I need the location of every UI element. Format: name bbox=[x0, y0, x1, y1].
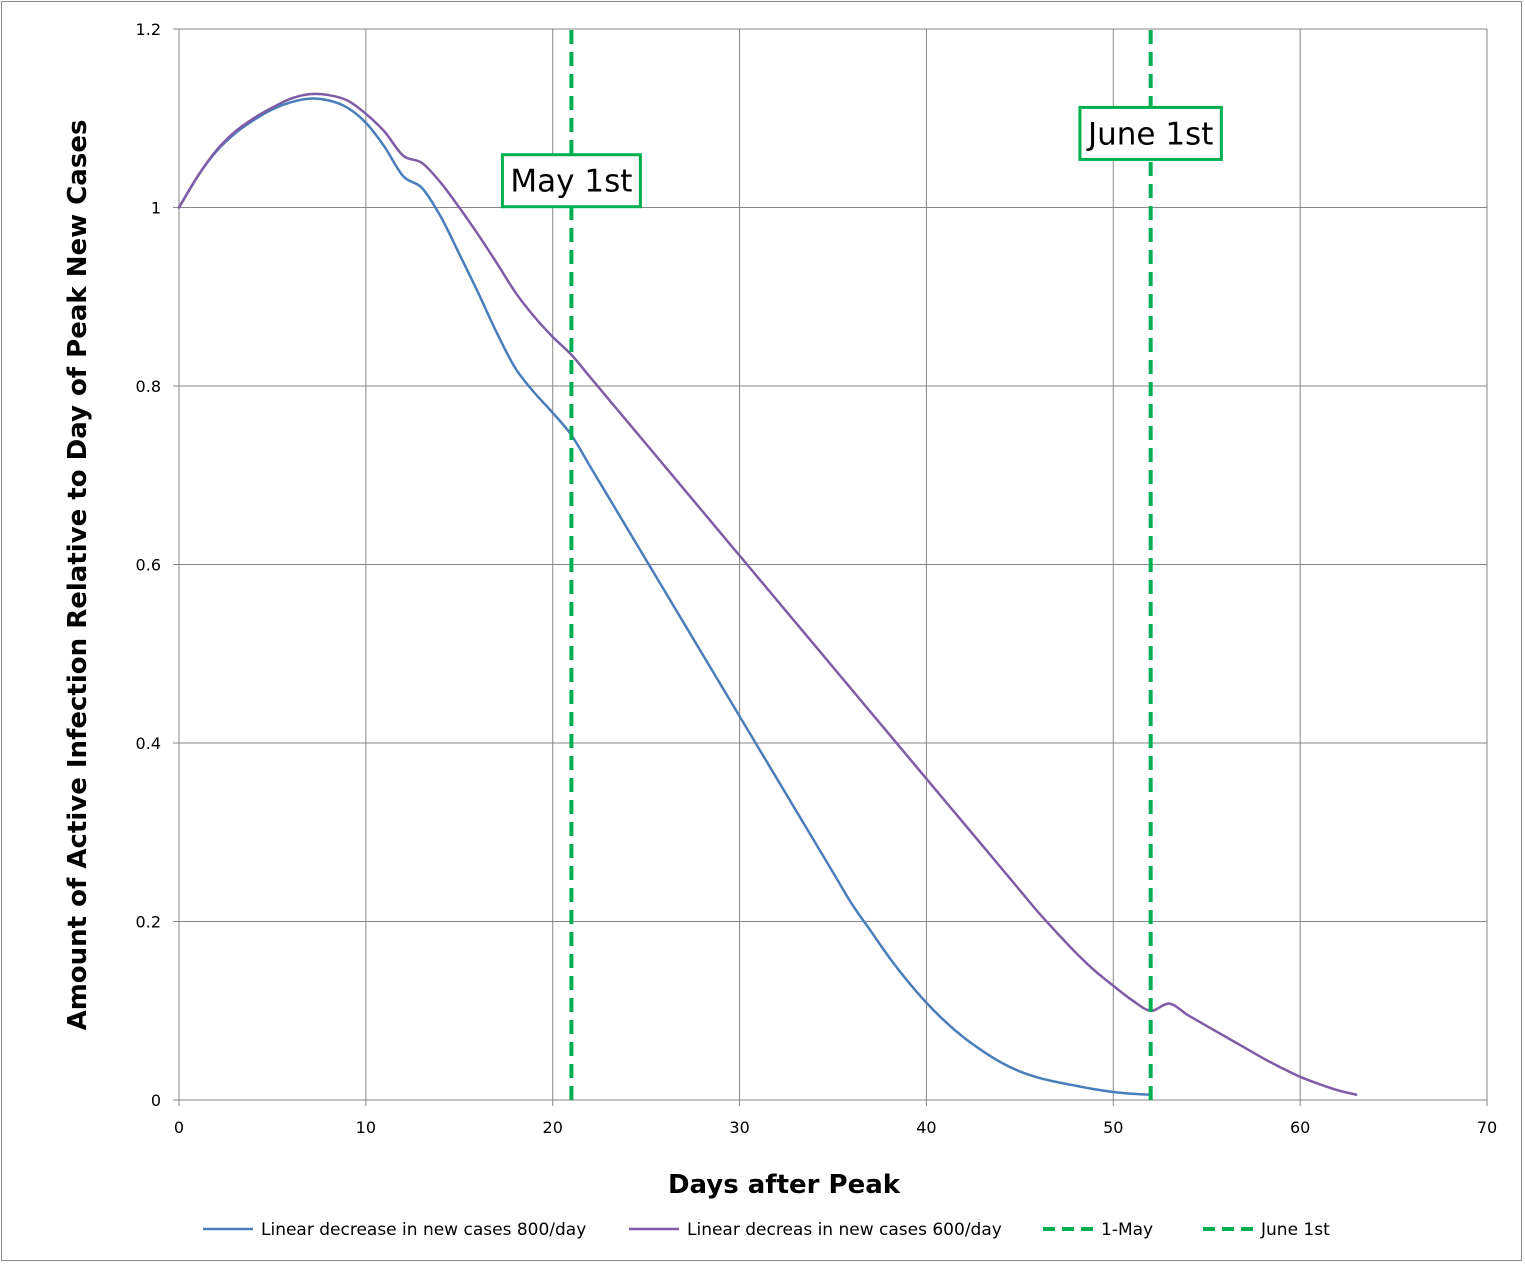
x-tick-label: 40 bbox=[916, 1118, 936, 1137]
x-tick-label: 0 bbox=[174, 1118, 184, 1137]
legend: Linear decrease in new cases 800/day Line… bbox=[203, 1220, 1330, 1240]
y-tick-label: 0 bbox=[151, 1091, 161, 1110]
y-tick-label: 0.4 bbox=[136, 734, 161, 753]
x-tick-label: 10 bbox=[356, 1118, 376, 1137]
annotations: May 1st June 1st bbox=[500, 105, 1223, 209]
x-tick-label: 30 bbox=[729, 1118, 749, 1137]
series-line-linear-decreas-in-new-cases-600-day bbox=[177, 92, 1358, 1096]
y-tick-label: 0.6 bbox=[136, 556, 161, 575]
annotation-box bbox=[1078, 105, 1223, 161]
legend-label-1-may: 1-May bbox=[1101, 1220, 1153, 1240]
grid-lines bbox=[178, 28, 1488, 1101]
y-axis-title: Amount of Active Infection Relative to D… bbox=[63, 120, 93, 1031]
y-tick-label: 1 bbox=[151, 199, 161, 218]
x-tick-label: 50 bbox=[1103, 1118, 1123, 1137]
x-tick-label: 60 bbox=[1290, 1118, 1310, 1137]
y-tick-label: 0.8 bbox=[136, 377, 161, 396]
x-tick-label: 70 bbox=[1477, 1118, 1497, 1137]
tick-labels: 0 10 20 30 40 50 60 70 0 0.2 0.4 0.6 0.8 1 1.2 bbox=[136, 20, 1498, 1137]
x-tick-label: 20 bbox=[543, 1118, 563, 1137]
legend-label-linear-decreas-in-new-cases-600-day: Linear decreas in new cases 600/day bbox=[687, 1220, 1002, 1240]
legend-label-june-1st: June 1st bbox=[1260, 1220, 1330, 1240]
annotation-box bbox=[500, 153, 642, 209]
x-axis-title: Days after Peak bbox=[668, 1170, 901, 1200]
y-tick-label: 1.2 bbox=[136, 20, 161, 39]
annotation-label: May 1st bbox=[510, 164, 632, 200]
series-line-linear-decrease-in-new-cases-800-day bbox=[177, 97, 1152, 1096]
y-tick-label: 0.2 bbox=[136, 913, 161, 932]
annotation-label: June 1st bbox=[1086, 116, 1213, 152]
plot-area bbox=[173, 28, 1488, 1106]
legend-label-linear-decrease-in-new-cases-800-day: Linear decrease in new cases 800/day bbox=[261, 1220, 586, 1240]
